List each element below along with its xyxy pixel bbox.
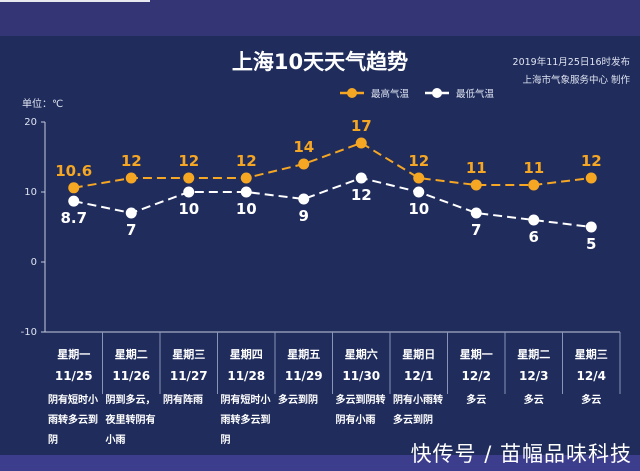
low-temp-label: 10	[178, 200, 199, 218]
weekday-label: 星期一	[460, 347, 493, 361]
high-temp-point	[355, 137, 367, 149]
weather-desc: 阴有短时小	[221, 393, 271, 406]
weather-desc: 雨转多云到	[221, 413, 271, 426]
weather-desc: 雨转多云到	[48, 413, 98, 426]
weather-desc: 多云到阴	[278, 393, 318, 406]
low-temp-label: 10	[408, 200, 429, 218]
low-temp-label: 6	[529, 228, 539, 246]
date-label: 12/1	[404, 369, 433, 383]
low-temp-point	[240, 186, 252, 198]
low-temp-point	[68, 195, 80, 207]
date-label: 11/26	[112, 369, 150, 383]
weekday-label: 星期二	[115, 347, 148, 361]
top-banner	[0, 0, 640, 36]
y-tick-label: 0	[31, 257, 37, 268]
watermark: 快传号 / 苗幅品味科技	[410, 442, 632, 466]
low-temp-label: 10	[236, 200, 257, 218]
high-temp-point	[240, 172, 252, 184]
weather-desc: 阴到多云，	[106, 393, 156, 406]
weather-desc: 阴有阵雨	[163, 393, 203, 406]
low-temp-label: 7	[471, 221, 481, 239]
publisher: 上海市气象服务中心 制作	[522, 75, 630, 86]
date-label: 11/30	[342, 369, 380, 383]
low-temp-label: 9	[299, 207, 309, 225]
top-line	[0, 0, 150, 2]
weekday-label: 星期六	[345, 347, 378, 361]
high-temp-point	[125, 172, 137, 184]
high-temp-label: 12	[236, 152, 257, 170]
weather-desc: 阴有短时小	[48, 393, 98, 406]
date-label: 11/29	[285, 369, 323, 383]
weather-desc: 多云	[524, 393, 544, 406]
publish-time: 2019年11月25日16时发布	[512, 57, 630, 68]
high-temp-point	[585, 172, 597, 184]
weekday-label: 星期日	[402, 347, 435, 361]
high-temp-point	[183, 172, 195, 184]
y-tick-label: -10	[21, 327, 37, 338]
weekday-label: 星期三	[172, 347, 205, 361]
weather-desc: 阴	[221, 434, 231, 446]
high-temp-label: 12	[178, 152, 199, 170]
high-temp-label: 12	[121, 152, 142, 170]
high-temp-label: 14	[293, 138, 314, 156]
high-temp-point	[413, 172, 425, 184]
low-temp-point	[585, 221, 597, 233]
weather-desc: 多云到阴转	[336, 393, 386, 406]
weather-desc: 阴	[48, 434, 58, 446]
high-temp-point	[298, 158, 310, 170]
unit-label: 单位：℃	[22, 99, 64, 110]
weather-desc: 多云到阴	[393, 413, 433, 426]
chart-title: 上海10天天气趋势	[231, 50, 409, 74]
low-temp-point	[470, 207, 482, 219]
weather-desc: 多云	[581, 393, 601, 406]
low-temp-point	[183, 186, 195, 198]
date-label: 12/3	[519, 369, 548, 383]
date-label: 11/25	[55, 369, 93, 383]
high-temp-label: 10.6	[55, 162, 92, 180]
low-temp-label: 8.7	[60, 209, 87, 227]
weekday-label: 星期二	[517, 347, 550, 361]
high-temp-label: 12	[408, 152, 429, 170]
low-temp-label: 7	[126, 221, 136, 239]
publish-info: 2019年11月25日16时发布 上海市气象服务中心 制作	[513, 54, 630, 90]
y-tick-label: 10	[24, 187, 37, 198]
low-temp-point	[125, 207, 137, 219]
low-temp-label: 5	[586, 235, 596, 253]
date-label: 12/2	[462, 369, 491, 383]
series-line-low	[73, 176, 592, 228]
low-temp-point	[528, 214, 540, 226]
low-temp-point	[413, 186, 425, 198]
weather-desc: 多云	[466, 393, 486, 406]
high-temp-label: 17	[351, 117, 372, 135]
low-temp-point	[355, 172, 367, 184]
weather-desc: 阴有小雨	[336, 413, 376, 426]
weekday-label: 星期五	[287, 347, 320, 361]
weather-desc: 小雨	[105, 433, 126, 446]
low-temp-point	[298, 193, 310, 205]
date-label: 12/4	[577, 369, 606, 383]
date-label: 11/28	[227, 369, 265, 383]
weekday-label: 星期四	[230, 347, 263, 361]
weather-desc: 夜里转阴有	[105, 413, 156, 426]
bottom-banner	[0, 455, 640, 471]
y-tick-label: 20	[24, 117, 37, 128]
weekday-label: 星期一	[57, 347, 90, 361]
legend-label: 最低气温	[456, 88, 495, 100]
date-label: 11/27	[170, 369, 208, 383]
legend-marker	[432, 88, 442, 98]
weekday-label: 星期三	[575, 347, 608, 361]
series-line-high	[73, 141, 592, 189]
high-temp-label: 12	[581, 152, 602, 170]
legend-label: 最高气温	[371, 88, 410, 100]
high-temp-label: 11	[466, 159, 487, 177]
high-temp-point	[68, 182, 80, 194]
high-temp-point	[528, 179, 540, 191]
legend-marker	[347, 88, 357, 98]
low-temp-label: 12	[351, 186, 372, 204]
high-temp-point	[470, 179, 482, 191]
high-temp-label: 11	[523, 159, 544, 177]
weather-desc: 阴有小雨转	[393, 393, 443, 406]
